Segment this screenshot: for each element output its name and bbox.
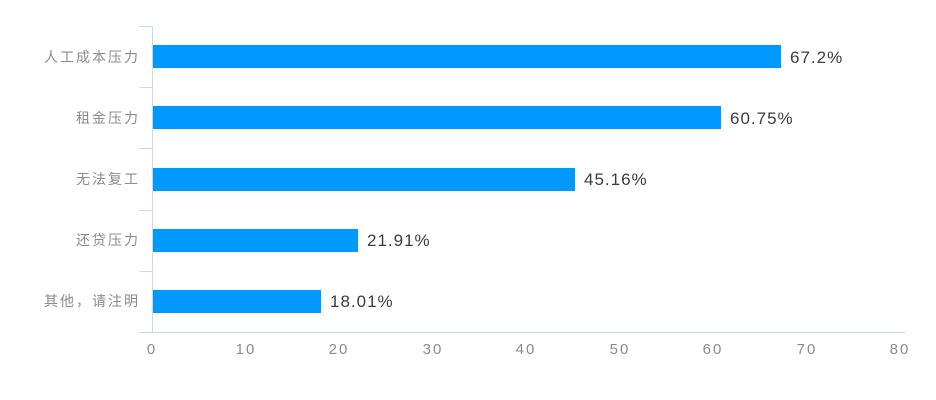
x-axis-tick-label: 80 <box>889 341 911 358</box>
bar <box>153 229 358 252</box>
category-label: 人工成本压力 <box>44 49 140 65</box>
category-label: 其他，请注明 <box>44 293 140 309</box>
value-label: 21.91% <box>367 231 431 250</box>
category-label: 租金压力 <box>76 110 140 126</box>
x-axis-tick-label: 20 <box>328 341 350 358</box>
y-axis-tick <box>139 210 152 211</box>
y-axis-tick <box>139 148 152 149</box>
bar <box>153 168 575 191</box>
category-label: 还贷压力 <box>76 232 140 248</box>
value-label: 67.2% <box>790 48 844 67</box>
x-axis-tick-label: 60 <box>702 341 724 358</box>
bar <box>153 106 721 129</box>
x-axis-tick-label: 50 <box>609 341 631 358</box>
y-axis-line <box>152 26 153 332</box>
value-label: 60.75% <box>730 109 794 128</box>
bar <box>153 45 781 68</box>
category-label: 无法复工 <box>76 171 140 187</box>
x-axis-tick-label: 70 <box>796 341 818 358</box>
x-axis-tick-label: 10 <box>235 341 257 358</box>
y-axis-tick <box>139 332 152 333</box>
value-label: 18.01% <box>330 292 394 311</box>
x-axis-tick-label: 0 <box>146 341 158 358</box>
y-axis-tick <box>139 271 152 272</box>
bar <box>153 290 321 313</box>
x-axis-line <box>152 332 905 333</box>
y-axis-tick <box>139 26 152 27</box>
x-axis-tick-label: 40 <box>515 341 537 358</box>
y-axis-tick <box>139 87 152 88</box>
value-label: 45.16% <box>584 170 648 189</box>
x-axis-tick-label: 30 <box>422 341 444 358</box>
